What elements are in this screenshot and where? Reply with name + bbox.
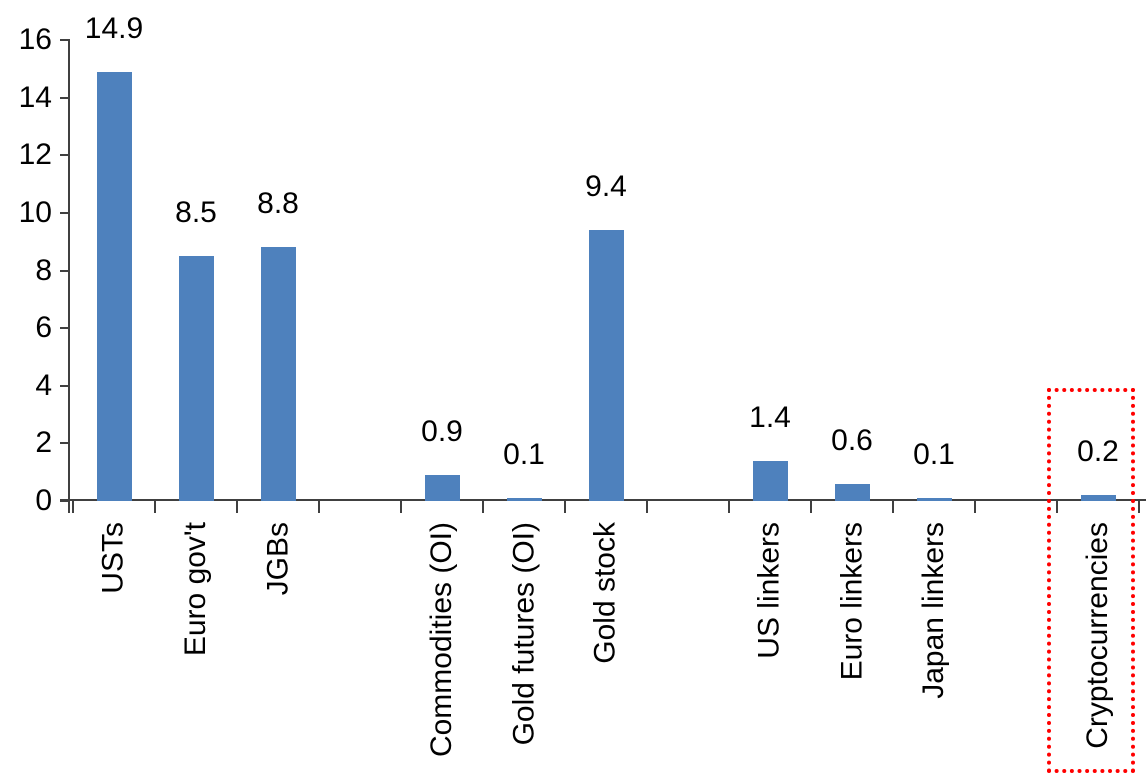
y-axis-tick-label: 10: [18, 196, 52, 229]
x-axis-tick: [154, 501, 156, 513]
bar-value-label: 14.9: [84, 12, 144, 45]
category-label: Gold futures (OI): [507, 522, 540, 746]
x-axis-tick: [728, 501, 730, 513]
x-axis-tick: [646, 501, 648, 513]
y-axis-tick-label: 12: [18, 138, 52, 171]
bar-value-label: 0.1: [913, 438, 955, 471]
category-label: Euro gov't: [179, 522, 212, 657]
y-axis-tick-label: 2: [35, 426, 52, 459]
y-axis-tick: [60, 154, 70, 156]
category-label: Japan linkers: [917, 522, 950, 699]
bar-value-label: 8.8: [257, 187, 299, 220]
bar-value-label: 0.6: [831, 424, 873, 457]
y-axis-tick: [60, 97, 70, 99]
bar-value-label: 0.9: [421, 415, 463, 448]
bar-cryptocurrencies: [1081, 495, 1116, 501]
y-axis-tick-label: 14: [18, 81, 52, 114]
x-axis-tick: [72, 501, 74, 513]
bar-euro-gov-t: [179, 256, 214, 501]
highlight-box: [1047, 388, 1135, 773]
x-axis-tick: [974, 501, 976, 513]
y-axis-tick: [60, 500, 70, 502]
bar-euro-linkers: [835, 484, 870, 501]
y-axis-tick-label: 0: [35, 484, 52, 517]
x-axis-tick: [400, 501, 402, 513]
y-axis-tick-label: 16: [18, 23, 52, 56]
x-axis-tick: [318, 501, 320, 513]
x-axis-tick: [1056, 501, 1058, 513]
bar-value-label: 9.4: [585, 170, 627, 203]
bar-value-label: 0.1: [503, 438, 545, 471]
x-axis-tick: [482, 501, 484, 513]
bar-value-label: 8.5: [175, 196, 217, 229]
y-axis-tick-label: 8: [35, 254, 52, 287]
category-label: Euro linkers: [835, 522, 868, 681]
y-axis-tick-label: 4: [35, 369, 52, 402]
bar-value-label: 0.2: [1077, 435, 1119, 468]
x-axis-tick: [1138, 501, 1140, 513]
y-axis-tick: [60, 270, 70, 272]
x-axis-tick: [810, 501, 812, 513]
bar-value-label: 1.4: [749, 401, 791, 434]
y-axis-tick: [60, 442, 70, 444]
category-label: Gold stock: [589, 522, 622, 664]
category-label: Commodities (OI): [425, 522, 458, 758]
category-label: JGBs: [261, 522, 294, 596]
bar-gold-stock: [589, 230, 624, 501]
y-axis-tick: [60, 212, 70, 214]
bar-jgbs: [261, 247, 296, 501]
x-axis-tick: [892, 501, 894, 513]
bar-japan-linkers: [917, 498, 952, 501]
y-axis-tick: [60, 385, 70, 387]
bar-usts: [97, 72, 132, 501]
y-axis-line: [68, 40, 70, 513]
bar-gold-futures-oi-: [507, 498, 542, 501]
bar-us-linkers: [753, 461, 788, 501]
y-axis-tick: [60, 327, 70, 329]
bar-commodities-oi-: [425, 475, 460, 501]
category-label: USTs: [97, 522, 130, 594]
x-axis-tick: [564, 501, 566, 513]
y-axis-tick: [60, 39, 70, 41]
x-axis-tick: [236, 501, 238, 513]
y-axis-tick-label: 6: [35, 311, 52, 344]
category-label: US linkers: [753, 522, 786, 659]
